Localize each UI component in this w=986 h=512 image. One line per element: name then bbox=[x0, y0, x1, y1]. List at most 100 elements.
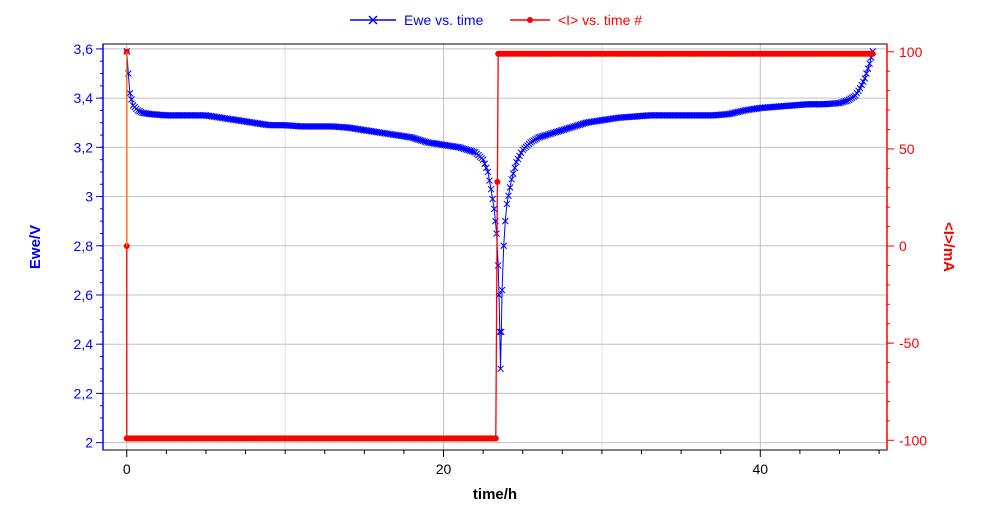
ewe-point bbox=[687, 112, 694, 119]
grid bbox=[103, 44, 887, 450]
ewe-point bbox=[128, 96, 135, 103]
ewe-point bbox=[650, 112, 658, 119]
ewe-point bbox=[134, 107, 142, 114]
ewe-point bbox=[321, 123, 329, 130]
y-left-tick-label: 3,6 bbox=[74, 41, 94, 57]
ewe-point bbox=[481, 160, 489, 168]
ewe-point bbox=[866, 60, 873, 68]
ewe-point bbox=[300, 123, 308, 130]
ewe-point bbox=[698, 112, 706, 119]
ewe-point bbox=[661, 112, 669, 119]
ewe-point bbox=[470, 148, 477, 156]
y-right-tick-label: -100 bbox=[899, 432, 927, 448]
ewe-point bbox=[497, 365, 504, 373]
ewe-point bbox=[136, 107, 143, 115]
ewe-point bbox=[682, 112, 690, 119]
ewe-point bbox=[178, 112, 186, 119]
ewe-point bbox=[690, 112, 698, 119]
y-left-tick-label: 2,2 bbox=[74, 385, 94, 401]
y-right-tick-label: 0 bbox=[899, 238, 907, 254]
ewe-point bbox=[856, 84, 864, 92]
ewe-point bbox=[272, 121, 279, 129]
y-left-tick-label: 2,4 bbox=[74, 336, 94, 352]
ewe-point bbox=[191, 112, 199, 119]
y-axis-left-title: Ewe/V bbox=[27, 225, 44, 269]
ewe-point bbox=[692, 112, 699, 119]
ewe-point bbox=[671, 112, 679, 119]
ewe-point bbox=[658, 112, 666, 119]
ewe-point bbox=[657, 112, 664, 119]
x-axis: 0 20 40 bbox=[123, 450, 880, 477]
ewe-point bbox=[182, 112, 189, 119]
ewe-point bbox=[322, 123, 330, 130]
x-axis-title: time/h bbox=[473, 486, 517, 503]
current-point bbox=[492, 435, 499, 442]
ewe-line bbox=[126, 51, 874, 369]
ewe-point bbox=[313, 123, 321, 130]
ewe-point bbox=[270, 121, 278, 129]
ewe-point bbox=[511, 164, 519, 172]
ewe-point bbox=[197, 112, 205, 119]
current-point bbox=[869, 50, 876, 57]
ewe-point bbox=[319, 123, 327, 130]
ewe-point bbox=[275, 121, 283, 129]
ewe-point bbox=[172, 112, 180, 119]
ewe-point bbox=[308, 123, 316, 130]
ewe-point bbox=[668, 112, 675, 119]
ewe-point bbox=[696, 112, 704, 119]
ewe-point bbox=[652, 112, 660, 119]
ewe-point bbox=[684, 112, 691, 119]
ewe-point bbox=[310, 123, 318, 130]
legend-item-current: <I> vs. time # bbox=[510, 12, 642, 28]
ewe-point bbox=[813, 100, 821, 108]
ewe-point bbox=[804, 100, 812, 108]
y-left-tick-label: 3,2 bbox=[74, 139, 94, 155]
ewe-point bbox=[311, 123, 319, 130]
legend-label-current: <I> vs. time # bbox=[558, 12, 642, 28]
ewe-point bbox=[676, 112, 683, 119]
ewe-point bbox=[660, 112, 668, 119]
ewe-point bbox=[170, 112, 178, 119]
ewe-point bbox=[185, 112, 192, 119]
ewe-point bbox=[188, 112, 196, 119]
ewe-point bbox=[193, 112, 200, 119]
x-tick-label: 20 bbox=[436, 461, 452, 477]
ewe-point bbox=[482, 164, 490, 172]
ewe-point bbox=[324, 123, 332, 130]
ewe-point bbox=[703, 112, 710, 119]
ewe-point bbox=[186, 112, 194, 119]
ewe-point bbox=[265, 121, 273, 129]
ewe-point bbox=[189, 112, 197, 119]
ewe-point bbox=[807, 100, 815, 108]
y-right-tick-label: 100 bbox=[899, 44, 923, 60]
ewe-point bbox=[194, 112, 202, 119]
ewe-point bbox=[177, 112, 184, 119]
ewe-point bbox=[501, 217, 509, 225]
ewe-point bbox=[669, 112, 677, 119]
ewe-point bbox=[688, 112, 696, 119]
ewe-point bbox=[863, 70, 870, 77]
series-layer bbox=[123, 48, 877, 442]
ewe-point bbox=[672, 112, 680, 119]
ewe-point bbox=[699, 112, 707, 119]
series-ewe bbox=[123, 48, 877, 373]
ewe-point bbox=[666, 112, 674, 119]
ewe-point bbox=[273, 121, 281, 129]
ewe-point bbox=[297, 123, 305, 130]
ewe-point bbox=[305, 123, 313, 130]
ewe-point bbox=[307, 123, 314, 130]
y-left-tick-label: 2,6 bbox=[74, 287, 94, 303]
ewe-point bbox=[810, 100, 818, 108]
ewe-point bbox=[316, 123, 324, 130]
current-point bbox=[494, 178, 501, 185]
ewe-point bbox=[503, 200, 511, 208]
ewe-point bbox=[494, 262, 502, 269]
ewe-point bbox=[487, 185, 495, 193]
ewe-point bbox=[653, 112, 661, 119]
ewe-point bbox=[649, 112, 656, 119]
legend: Ewe vs. time <I> vs. time # bbox=[350, 12, 642, 28]
ewe-point bbox=[679, 112, 687, 119]
y-left-tick-label: 3 bbox=[85, 189, 93, 205]
legend-label-ewe: Ewe vs. time bbox=[404, 12, 484, 28]
